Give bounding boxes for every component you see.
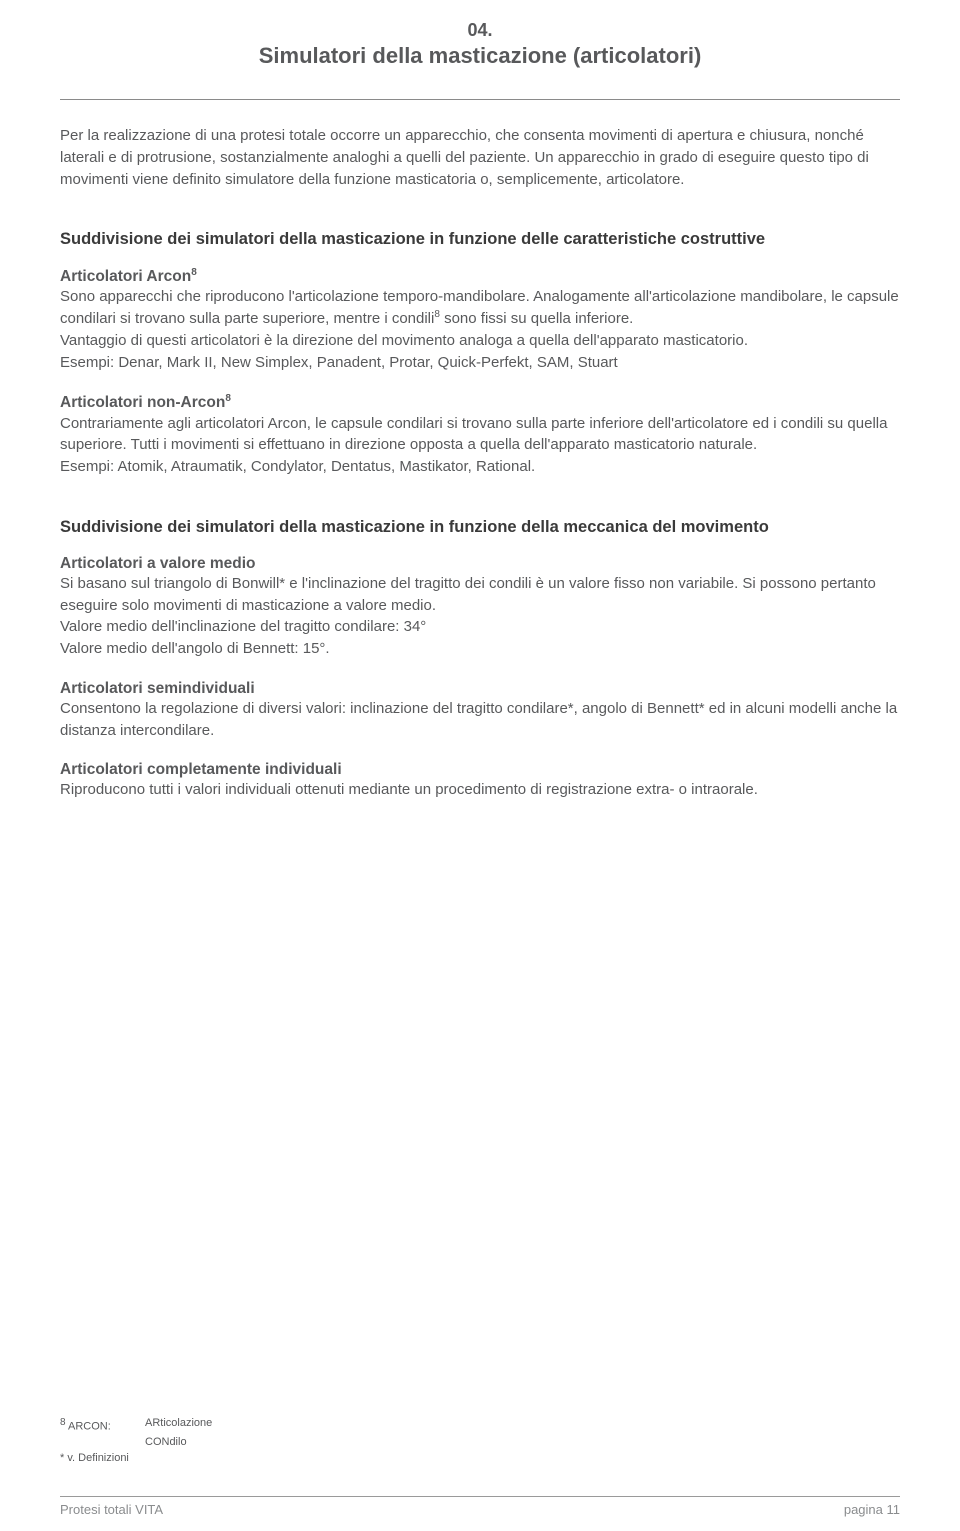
footnote-block: 8 ARCON: ARticolazione CONdilo * v. Defi…	[60, 1416, 212, 1466]
page-footer: Protesi totali VITA pagina 11	[60, 1496, 900, 1517]
medio-paragraph-1: Si basano sul triangolo di Bonwill* e l'…	[60, 573, 900, 617]
section-mechanics: Suddivisione dei simulatori della mastic…	[60, 518, 900, 801]
medio-paragraph-2: Valore medio dell'inclinazione del tragi…	[60, 616, 900, 638]
page-header: 04. Simulatori della masticazione (artic…	[60, 20, 900, 69]
footnote-row-2: CONdilo	[60, 1435, 212, 1450]
sub-heading-nonarcon: Articolatori non-Arcon8	[60, 393, 900, 412]
footnote-arcon-text: ARCON:	[66, 1421, 111, 1433]
arcon-title-text: Articolatori Arcon	[60, 268, 191, 285]
section-constructive: Suddivisione dei simulatori della mastic…	[60, 230, 900, 478]
sub-heading-semi: Articolatori semindividuali	[60, 680, 900, 698]
sub-heading-arcon: Articolatori Arcon8	[60, 267, 900, 286]
footnote-val-1: ARticolazione	[145, 1416, 212, 1435]
nonarcon-title-text: Articolatori non-Arcon	[60, 395, 225, 412]
footnote-defs: * v. Definizioni	[60, 1451, 212, 1466]
arcon-sup: 8	[191, 267, 197, 278]
arcon-paragraph-3: Esempi: Denar, Mark II, New Simplex, Pan…	[60, 352, 900, 374]
nonarcon-paragraph-2: Esempi: Atomik, Atraumatik, Condylator, …	[60, 456, 900, 478]
footer-left: Protesi totali VITA	[60, 1502, 163, 1517]
intro-paragraph: Per la realizzazione di una protesi tota…	[60, 125, 900, 190]
footnote-label-empty	[60, 1435, 145, 1450]
section-heading-mechanics: Suddivisione dei simulatori della mastic…	[60, 518, 900, 537]
sub-heading-medio: Articolatori a valore medio	[60, 555, 900, 573]
arcon-paragraph-1: Sono apparecchi che riproducono l'artico…	[60, 286, 900, 330]
section-title: Simulatori della masticazione (articolat…	[60, 43, 900, 69]
footnote-label-arcon: 8 ARCON:	[60, 1416, 145, 1435]
section-heading-constructive: Suddivisione dei simulatori della mastic…	[60, 230, 900, 249]
nonarcon-sup: 8	[225, 393, 231, 404]
footer-right: pagina 11	[844, 1502, 900, 1517]
footer-divider	[60, 1496, 900, 1497]
nonarcon-paragraph-1: Contrariamente agli articolatori Arcon, …	[60, 413, 900, 457]
medio-paragraph-3: Valore medio dell'angolo di Bennett: 15°…	[60, 638, 900, 660]
compl-paragraph-1: Riproducono tutti i valori individuali o…	[60, 779, 900, 801]
footnote-val-2: CONdilo	[145, 1435, 187, 1450]
arcon-paragraph-2: Vantaggio di questi articolatori è la di…	[60, 330, 900, 352]
semi-paragraph-1: Consentono la regolazione di diversi val…	[60, 698, 900, 742]
footnote-row-1: 8 ARCON: ARticolazione	[60, 1416, 212, 1435]
header-divider	[60, 99, 900, 100]
arcon-p1-b: sono fissi su quella inferiore.	[440, 310, 633, 327]
section-number: 04.	[60, 20, 900, 41]
sub-heading-compl: Articolatori completamente individuali	[60, 761, 900, 779]
footer-row: Protesi totali VITA pagina 11	[60, 1502, 900, 1517]
